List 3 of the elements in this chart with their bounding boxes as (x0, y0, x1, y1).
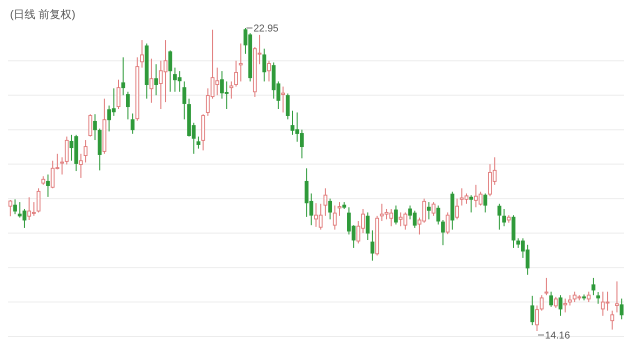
chart-title: (日线 前复权) (10, 8, 76, 21)
annotation: 14.16 (545, 330, 570, 342)
annotation: 22.95 (253, 24, 279, 34)
